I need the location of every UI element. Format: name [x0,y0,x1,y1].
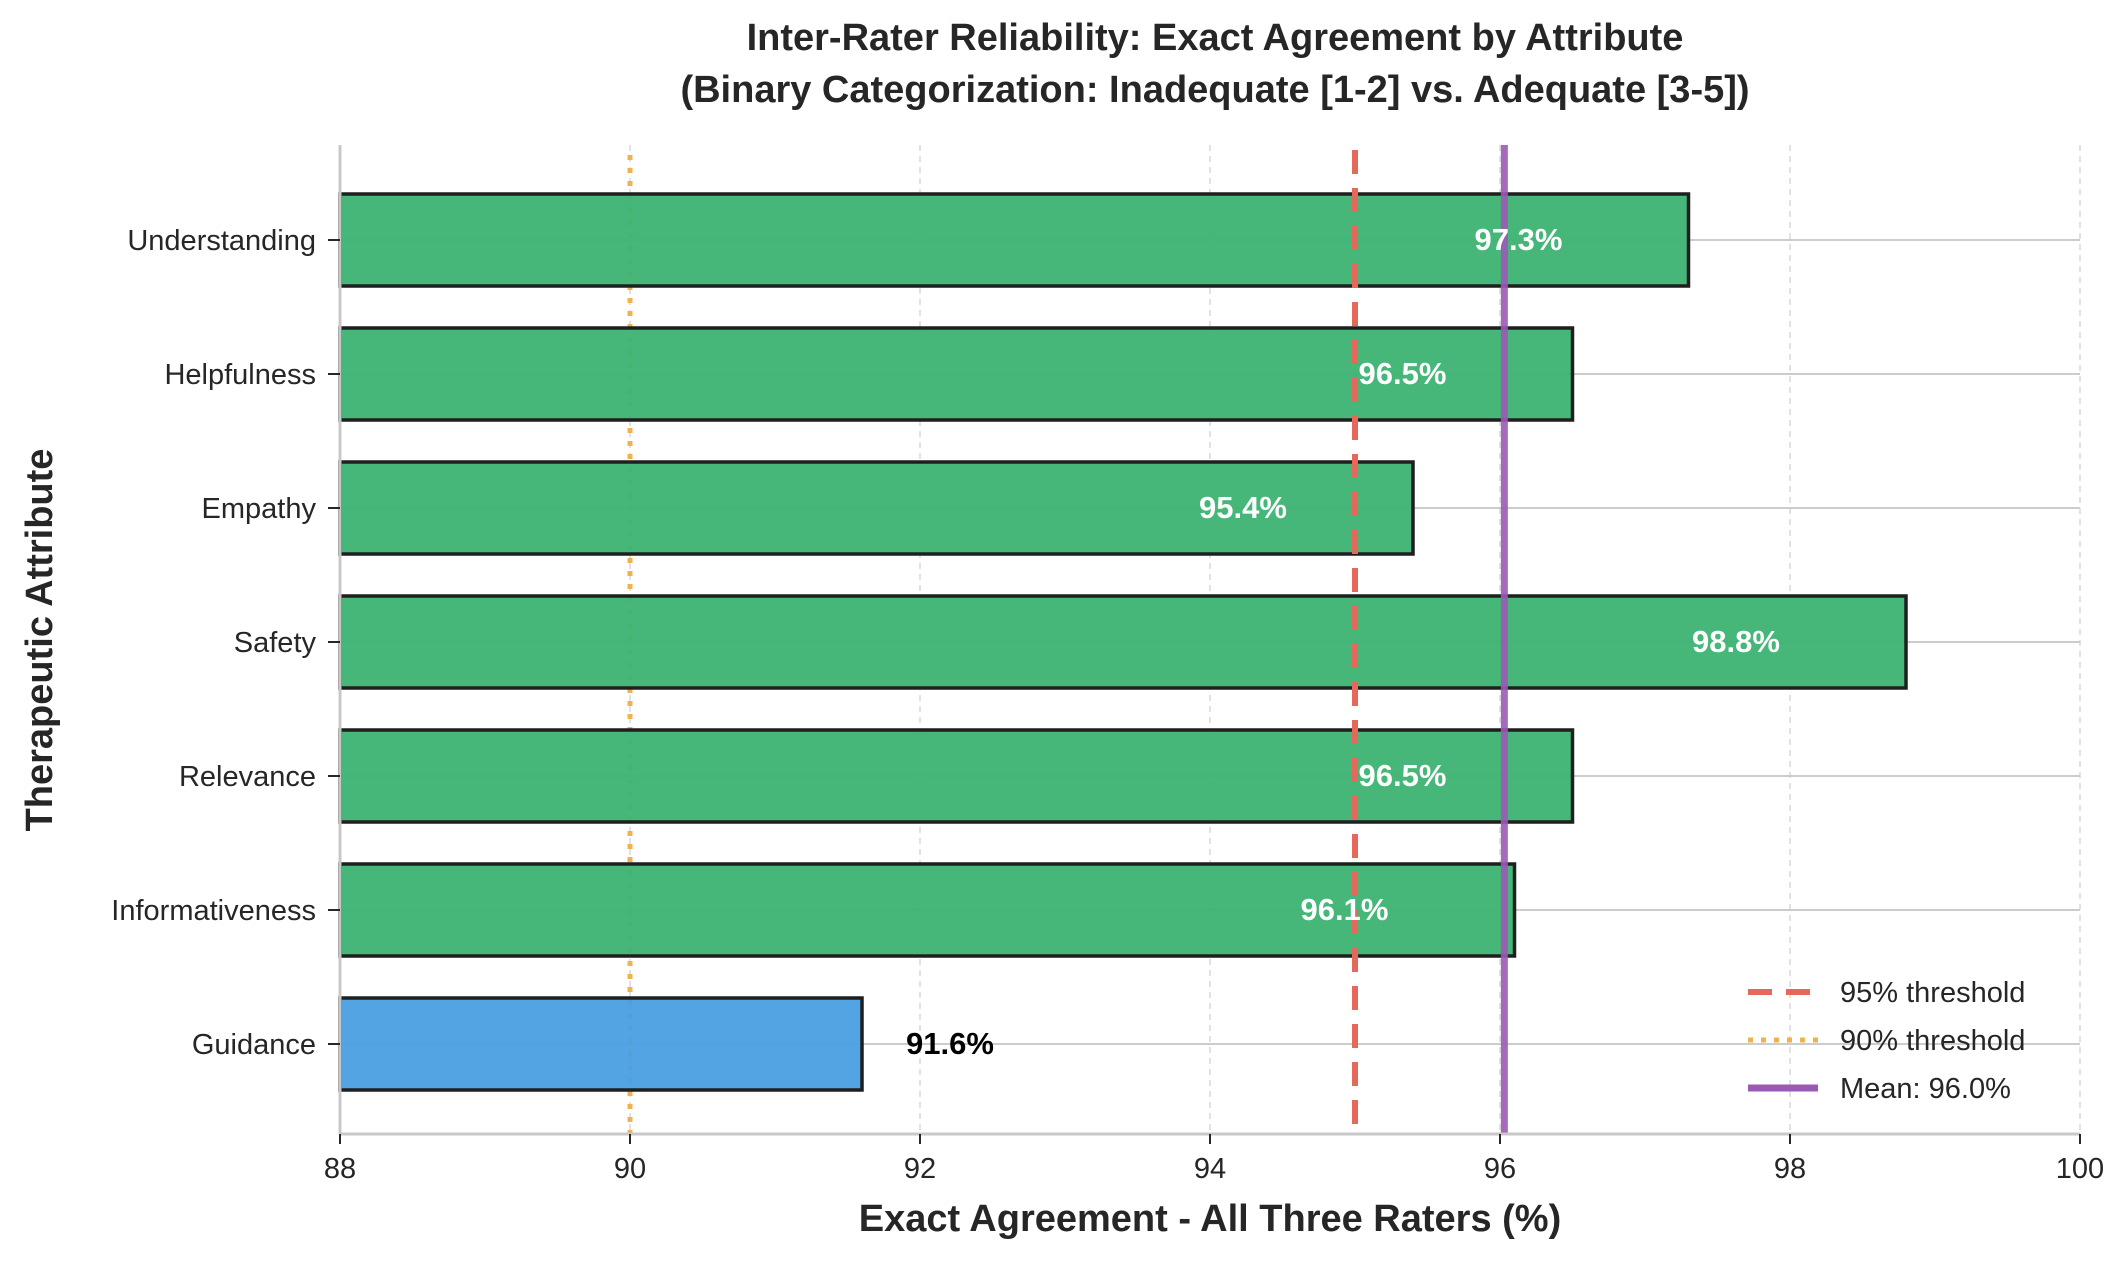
bars [338,192,1908,1092]
x-tick-label: 98 [1774,1153,1806,1185]
bar-value-label: 96.1% [1301,892,1389,927]
bar-value-label: 98.8% [1692,624,1780,659]
legend-label: 90% threshold [1840,1025,2025,1057]
x-tick-label: 96 [1484,1153,1516,1185]
bar-value-label: 96.5% [1359,758,1447,793]
y-tick-label: Empathy [202,493,317,525]
x-tick-label: 94 [1194,1153,1226,1185]
y-tick-label: Understanding [127,225,316,257]
x-tick-label: 92 [904,1153,936,1185]
bar-value-label: 96.5% [1359,356,1447,391]
y-tick-label: Helpfulness [164,359,316,391]
x-tick-label: 88 [324,1153,356,1185]
reference-lines-front [1352,145,1508,1134]
y-tick-label: Informativeness [111,895,316,927]
bar-value-label: 91.6% [906,1026,994,1061]
bar-value-labels: 97.3% 96.5% 95.4% 98.8% 96.5% 96.1% 91.6% [906,222,1780,1061]
legend-label: Mean: 96.0% [1840,1073,2011,1105]
bar [338,192,1691,288]
legend-label: 95% threshold [1840,977,2025,1009]
y-tick-label: Relevance [179,761,316,793]
bar-value-label: 95.4% [1199,490,1287,525]
x-tick-label: 100 [2056,1153,2104,1185]
chart-subtitle: (Binary Categorization: Inadequate [1-2]… [680,69,1749,111]
y-tick-label: Guidance [192,1029,316,1061]
legend: 95% threshold 90% threshold Mean: 96.0% [1748,977,2025,1105]
x-axis-label: Exact Agreement - All Three Raters (%) [859,1198,1562,1240]
y-axis-ticks: Understanding Helpfulness Empathy Safety Rel… [111,225,340,1061]
bar [338,996,864,1092]
chart-title: Inter-Rater Reliability: Exact Agreement… [747,17,1684,59]
y-axis-label: Therapeutic Attribute [19,449,61,832]
x-tick-label: 90 [614,1153,646,1185]
bar-value-label: 97.3% [1475,222,1563,257]
y-tick-label: Safety [234,627,317,659]
x-axis-ticks: 88 90 92 94 96 98 100 [324,1134,2104,1185]
bar [338,594,1908,690]
